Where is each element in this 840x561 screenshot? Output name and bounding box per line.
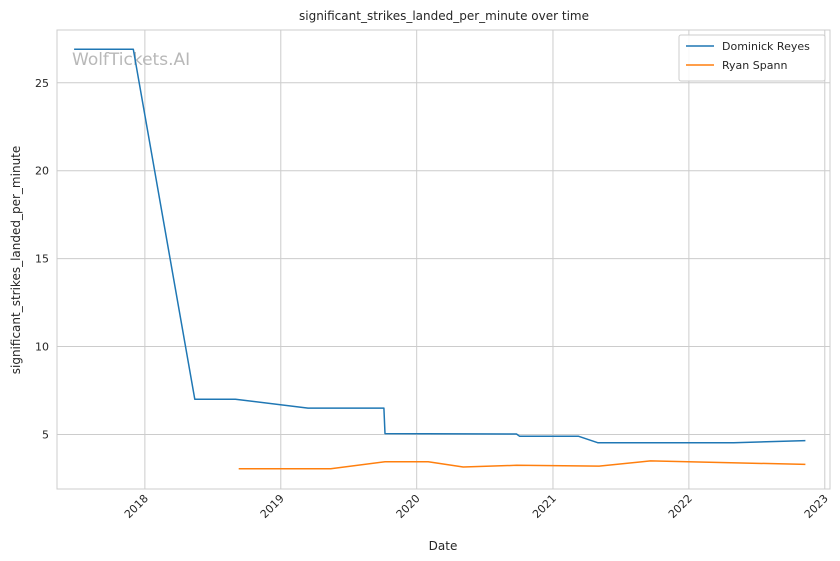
x-tick-label: 2019 xyxy=(258,492,287,521)
legend: Dominick Reyes Ryan Spann xyxy=(678,34,826,82)
y-tick-label: 5 xyxy=(42,428,49,441)
chart-title: significant_strikes_landed_per_minute ov… xyxy=(299,9,589,23)
legend-box xyxy=(678,34,826,82)
x-tick-label: 2022 xyxy=(666,492,695,521)
y-tick-label: 25 xyxy=(35,77,49,90)
y-axis-ticks: 5 10 15 20 25 xyxy=(35,77,49,442)
y-axis-title: significant_strikes_landed_per_minute xyxy=(9,146,23,375)
grid-lines xyxy=(57,30,830,489)
plot-area xyxy=(56,29,831,490)
x-tick-label: 2018 xyxy=(122,492,151,521)
y-tick-label: 15 xyxy=(35,253,49,266)
series-line-dominick-reyes xyxy=(74,48,806,444)
x-tick-label: 2023 xyxy=(802,492,831,521)
x-axis-ticks: 2018 2019 2020 2021 2022 2023 xyxy=(122,492,831,521)
y-tick-label: 20 xyxy=(35,165,49,178)
legend-label-ryan-spann: Ryan Spann xyxy=(722,59,787,72)
y-tick-label: 10 xyxy=(35,341,49,354)
x-tick-label: 2021 xyxy=(530,492,559,521)
x-tick-label: 2020 xyxy=(394,492,423,521)
legend-label-dominick-reyes: Dominick Reyes xyxy=(722,40,810,53)
x-axis-title: Date xyxy=(429,539,458,553)
series-line-ryan-spann xyxy=(238,460,806,470)
watermark: WolfTickets.AI xyxy=(72,50,190,70)
series-lines xyxy=(74,48,806,470)
